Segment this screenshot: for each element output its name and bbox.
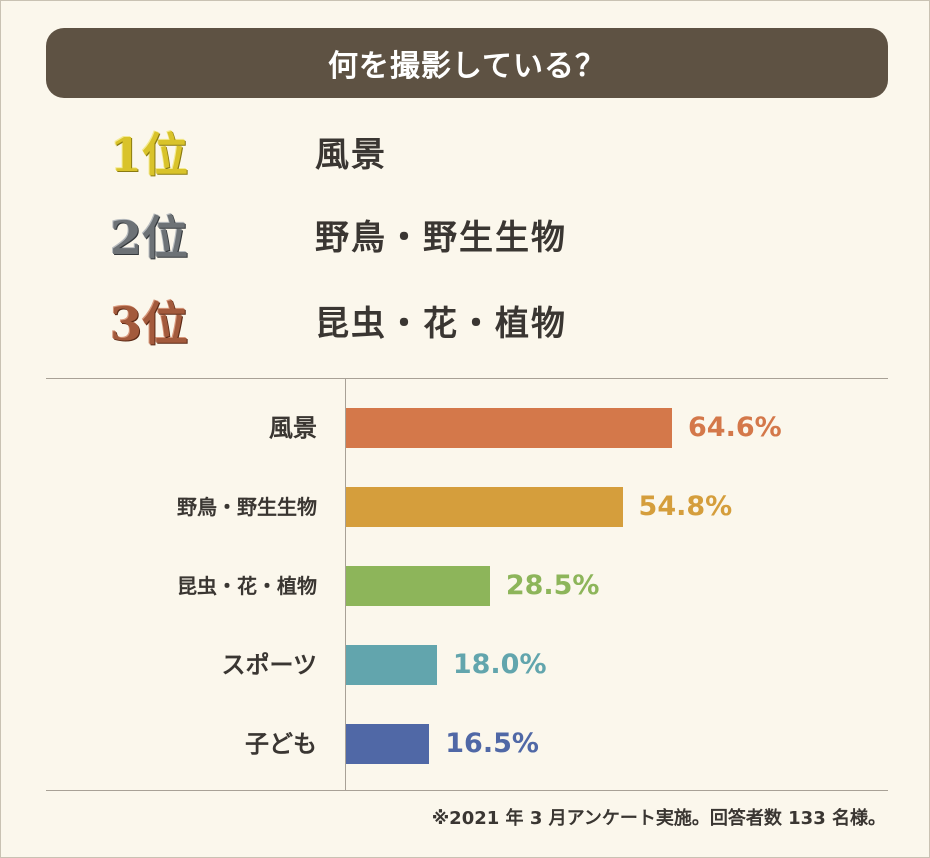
ranking-row-3: 3位 昆虫・花・植物 bbox=[110, 294, 810, 354]
category-label: 子ども bbox=[245, 730, 317, 758]
ranking-row-2: 2位 野鳥・野生生物 bbox=[110, 208, 810, 268]
bar bbox=[346, 408, 672, 448]
value-label: 64.6% bbox=[688, 412, 782, 443]
category-axis-line bbox=[345, 378, 346, 790]
value-label: 18.0% bbox=[452, 649, 547, 680]
chart-bottom-divider bbox=[46, 790, 888, 791]
ranking-row-1: 1位 風景 bbox=[110, 125, 810, 185]
bar bbox=[346, 487, 623, 527]
rank-name: 野鳥・野生生物 bbox=[315, 218, 567, 258]
rank-label: 2位 bbox=[110, 211, 189, 265]
value-label: 28.5% bbox=[505, 570, 600, 601]
rank-label: 1位 bbox=[110, 128, 189, 182]
chart-top-divider bbox=[46, 378, 888, 379]
category-label: 風景 bbox=[269, 414, 317, 442]
footnote: ※2021 年 3 月アンケート実施。回答者数 133 名様。 bbox=[431, 808, 886, 829]
bar bbox=[346, 645, 437, 685]
rank-name: 昆虫・花・植物 bbox=[315, 304, 567, 344]
chart-title: 何を撮影している？ bbox=[46, 28, 888, 98]
bar bbox=[346, 566, 490, 606]
rank-label: 3位 bbox=[110, 297, 189, 351]
category-label: 野鳥・野生生物 bbox=[177, 495, 317, 519]
value-label: 16.5% bbox=[445, 728, 539, 759]
category-label: 昆虫・花・植物 bbox=[177, 574, 317, 598]
rank-name: 風景 bbox=[315, 135, 387, 175]
bar bbox=[346, 724, 430, 764]
category-label: スポーツ bbox=[221, 651, 317, 679]
value-label: 54.8% bbox=[638, 491, 733, 522]
